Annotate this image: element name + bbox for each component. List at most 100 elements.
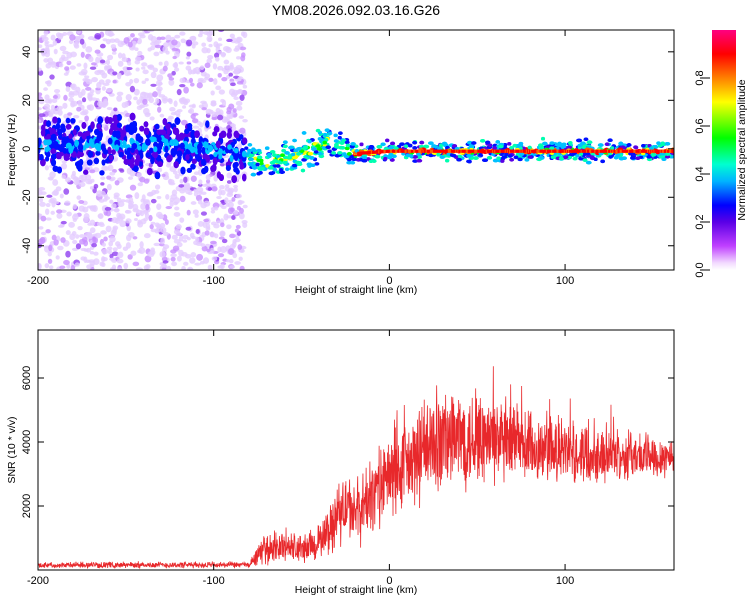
colorbar-gradient	[712, 30, 736, 270]
heatmap-cell	[96, 123, 102, 130]
heatmap-noise-cell	[56, 212, 63, 219]
snr-xtick-label: 100	[556, 575, 574, 587]
heatmap-peak-cell	[436, 149, 438, 153]
heatmap-noise-cell	[156, 195, 162, 200]
heatmap-peak-cell	[384, 149, 387, 154]
heatmap-cell	[255, 162, 260, 167]
colorbar-tick-label: 0.4	[694, 166, 706, 181]
heatmap-noise-cell	[235, 193, 242, 199]
heatmap-noise-cell	[158, 214, 164, 220]
heatmap-cell	[641, 143, 646, 148]
heatmap-cell	[502, 142, 508, 147]
heatmap-peak-cell	[442, 149, 445, 153]
heatmap-noise-cell	[80, 256, 86, 261]
heatmap-peak-cell	[449, 149, 452, 153]
heatmap-noise-cell	[106, 183, 112, 191]
heatmap-noise-cell	[84, 75, 90, 79]
heatmap-cell	[172, 139, 178, 147]
heatmap-peak-cell	[443, 149, 446, 153]
heatmap-cell	[412, 140, 418, 145]
heatmap-noise-cell	[137, 50, 143, 56]
heatmap-cell	[650, 153, 657, 157]
heatmap-cell	[97, 132, 103, 138]
heatmap-noise-cell	[112, 247, 118, 252]
heatmap-cell	[439, 155, 446, 159]
heatmap-noise-cell	[77, 99, 83, 107]
heatmap-noise-cell	[227, 188, 234, 196]
heatmap-noise-cell	[53, 239, 59, 246]
heatmap-cell	[145, 152, 152, 158]
heatmap-cell	[585, 160, 592, 165]
heatmap-peak-cell	[477, 149, 479, 153]
heatmap-peak-cell	[463, 149, 466, 153]
heatmap-noise-cell	[229, 123, 236, 128]
heatmap-noise-cell	[79, 238, 86, 245]
heatmap-noise-cell	[232, 108, 237, 113]
heatmap-peak-cell	[543, 149, 546, 153]
heatmap-noise-cell	[232, 252, 238, 259]
heatmap-cell	[376, 145, 383, 149]
heatmap-noise-cell	[213, 41, 219, 48]
heatmap-noise-cell	[210, 90, 215, 96]
heatmap-noise-cell	[69, 34, 76, 41]
heatmap-cell	[368, 145, 375, 149]
heatmap-noise-cell	[171, 39, 178, 46]
heatmap-noise-cell	[169, 200, 174, 208]
heatmap-noise-cell	[211, 256, 218, 261]
heatmap-noise-cell	[123, 66, 128, 74]
heatmap-noise-cell	[216, 196, 222, 200]
heatmap-noise-cell	[120, 199, 126, 203]
heatmap-cell	[180, 166, 186, 175]
heatmap-noise-cell	[141, 66, 146, 70]
heatmap-noise-cell	[129, 184, 137, 191]
heatmap-noise-cell	[125, 66, 133, 71]
heatmap-noise-cell	[65, 230, 71, 236]
heatmap-noise-cell	[113, 107, 118, 112]
heatmap-cell	[250, 172, 257, 177]
heatmap-noise-cell	[205, 174, 211, 181]
heatmap-noise-cell	[44, 208, 50, 215]
heatmap-cell	[247, 148, 253, 153]
heatmap-cell	[111, 149, 116, 155]
heatmap-noise-cell	[132, 236, 138, 240]
heatmap-noise-cell	[217, 37, 223, 42]
heatmap-noise-cell	[74, 262, 80, 267]
heatmap-noise-cell	[199, 65, 205, 70]
colorbar-ticks: 0.0 0.2 0.4 0.6 0.8	[694, 70, 710, 278]
heatmap-noise-cell	[52, 40, 58, 46]
heatmap-noise-cell	[186, 236, 191, 241]
heatmap-cell	[309, 156, 315, 160]
heatmap-peak-cell	[602, 149, 605, 153]
heatmap-peak-cell	[593, 149, 595, 153]
heatmap-cell	[431, 144, 437, 148]
heatmap-peak-cell	[572, 149, 574, 153]
heatmap-peak-cell	[484, 149, 487, 153]
heatmap-noise-cell	[136, 172, 142, 177]
heatmap-noise-cell	[148, 214, 153, 222]
heatmap-noise-cell	[125, 93, 132, 101]
heatmap-cell	[456, 157, 462, 162]
heatmap-noise-cell	[160, 227, 167, 234]
heatmap-cell	[129, 112, 136, 121]
heatmap-noise-cell	[167, 73, 173, 79]
heatmap-noise-cell	[105, 65, 111, 70]
heatmap-noise-cell	[96, 81, 102, 89]
heatmap-peak-cell	[457, 149, 459, 153]
heatmap-noise-cell	[232, 241, 237, 248]
heatmap-noise-cell	[100, 176, 106, 180]
heatmap-peak-cell	[359, 151, 361, 155]
heatmap-peak-cell	[604, 149, 607, 153]
heatmap-noise-cell	[186, 51, 192, 57]
heatmap-noise-cell	[128, 205, 133, 210]
heatmap-peak-cell	[502, 149, 505, 153]
heatmap-noise-cell	[76, 195, 82, 200]
heatmap-noise-cell	[125, 242, 132, 249]
heatmap-cell	[65, 124, 72, 130]
heatmap-noise-cell	[157, 106, 162, 113]
heatmap-noise-cell	[89, 219, 96, 226]
heatmap-noise-cell	[156, 203, 162, 211]
heatmap-cell	[227, 144, 232, 150]
heatmap-cell	[143, 121, 149, 128]
snr-xtick-label: -100	[203, 575, 225, 587]
heatmap-cell	[112, 114, 118, 123]
